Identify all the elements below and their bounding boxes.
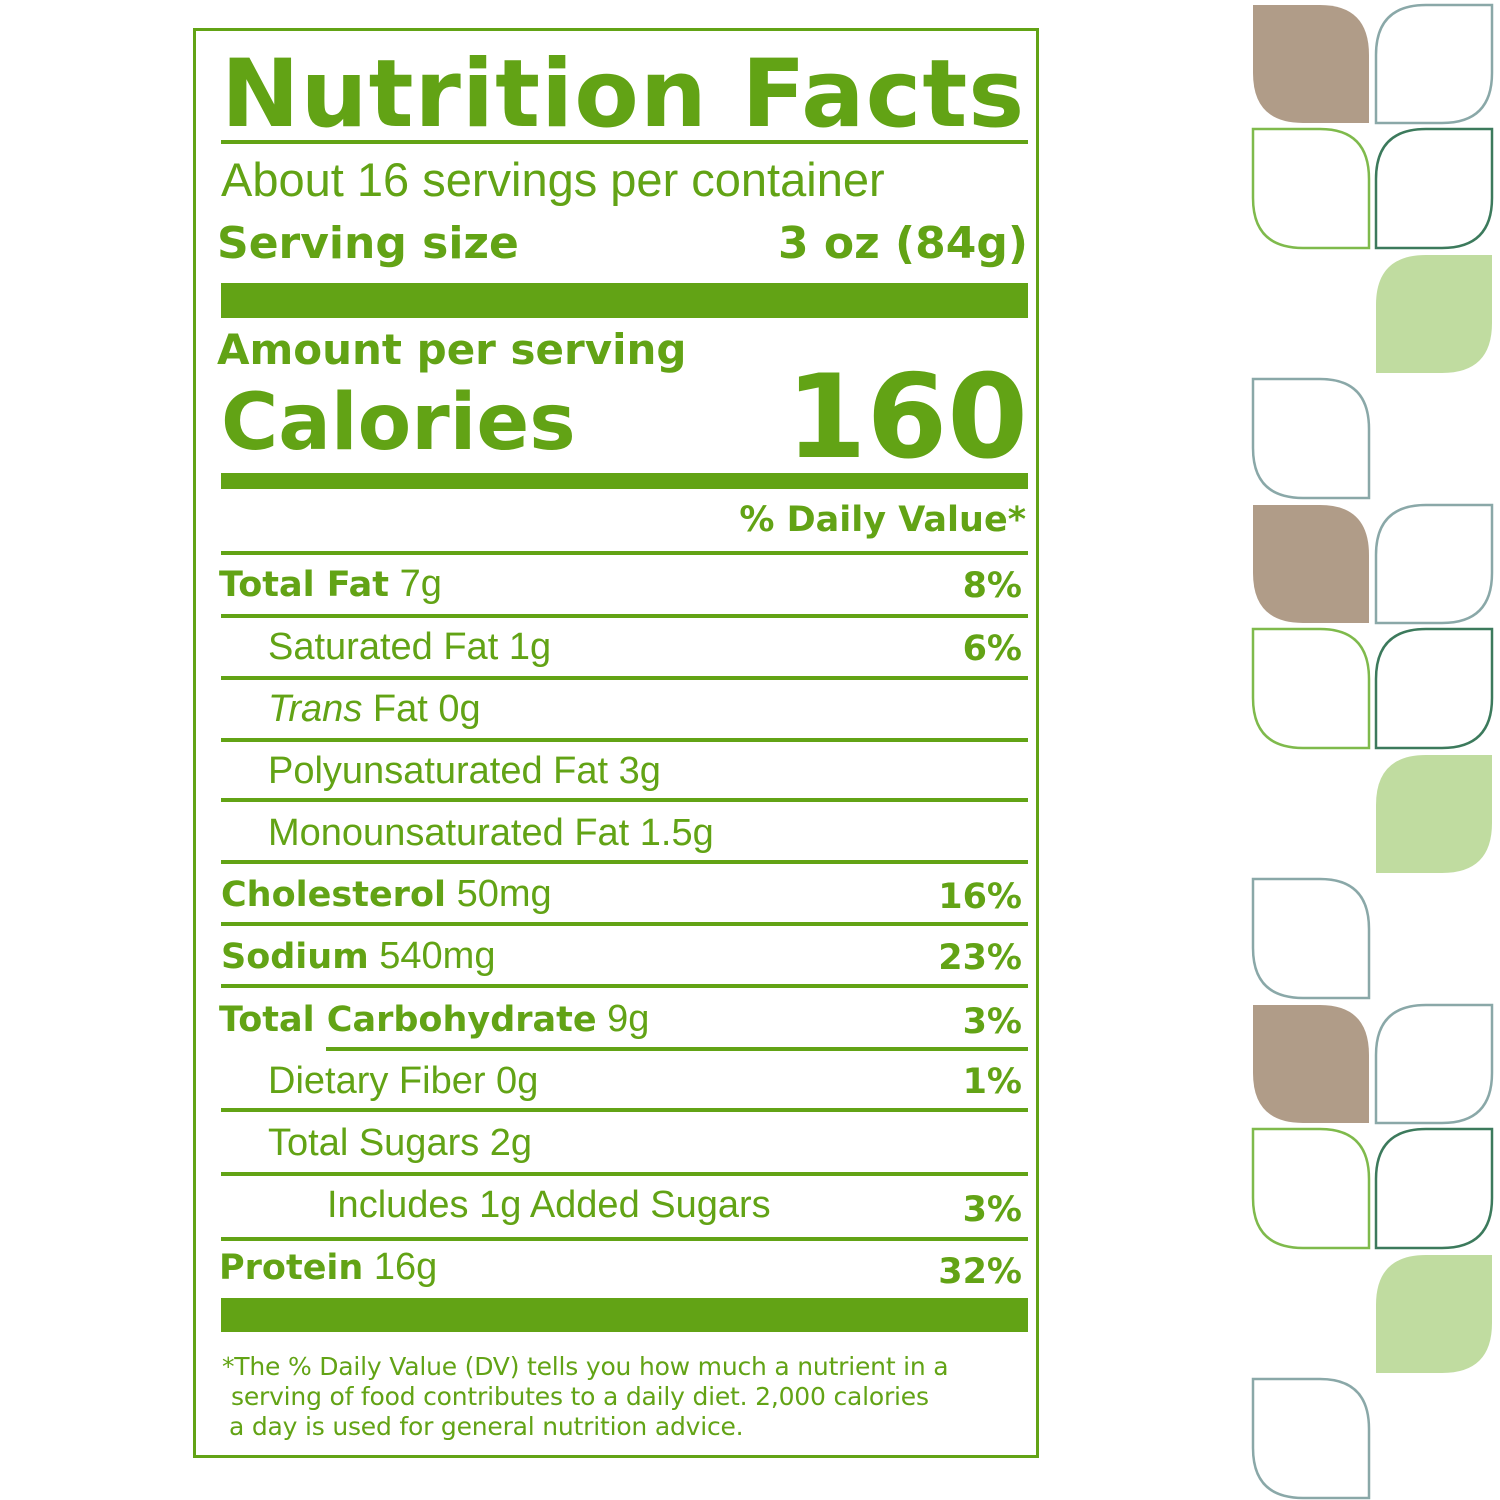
nutrient-row-total-sugars: Total Sugars 2g xyxy=(268,1122,533,1164)
leaf-outline-icon xyxy=(1374,503,1494,625)
daily-value-header: % Daily Value* xyxy=(739,500,1026,540)
label-title: Nutrition Facts xyxy=(221,40,1026,149)
leaf-brown-icon xyxy=(1253,1005,1369,1123)
nutrient-dv: 1% xyxy=(962,1062,1022,1102)
nutrient-row-added-sugars: Includes 1g Added Sugars xyxy=(327,1184,771,1226)
thick-divider xyxy=(221,283,1028,318)
leaf-outline-icon xyxy=(1374,127,1494,250)
nutrient-dv: 23% xyxy=(938,938,1022,978)
calories-label: Calories xyxy=(221,378,576,468)
servings-per-container: About 16 servings per container xyxy=(221,153,885,206)
divider xyxy=(221,1237,1028,1241)
leaf-brown-icon xyxy=(1253,505,1369,623)
divider xyxy=(221,922,1028,926)
footnote-line-2: serving of food contributes to a daily d… xyxy=(231,1382,929,1411)
nutrient-row-protein: Protein 16g xyxy=(219,1246,437,1289)
leaf-outline-icon xyxy=(1374,3,1494,125)
nutrient-row-dietary-fiber: Dietary Fiber 0g xyxy=(268,1060,539,1102)
nutrient-row-saturated-fat: Saturated Fat 1g xyxy=(268,626,551,669)
nutrient-name: Saturated Fat xyxy=(268,626,499,668)
nutrient-name: Total Fat xyxy=(219,565,390,605)
nutrient-amount: 540mg xyxy=(379,935,496,977)
nutrient-row-cholesterol: Cholesterol 50mg xyxy=(221,873,552,916)
leaf-outline-icon xyxy=(1374,1003,1494,1125)
divider xyxy=(221,860,1028,864)
leaf-cluster xyxy=(1251,503,1494,1000)
nutrient-dv: 8% xyxy=(962,566,1022,606)
divider xyxy=(221,614,1028,618)
divider xyxy=(221,140,1028,144)
nutrient-amount: 7g xyxy=(399,563,442,605)
amount-per-serving: Amount per serving xyxy=(217,325,687,374)
nutrient-row-monounsaturated-fat: Monounsaturated Fat 1.5g xyxy=(268,812,714,854)
nutrient-row-polyunsaturated-fat: Polyunsaturated Fat 3g xyxy=(268,750,661,792)
nutrient-name: Protein xyxy=(219,1248,364,1288)
leaf-brown-icon xyxy=(1253,5,1369,123)
nutrient-name: Cholesterol xyxy=(221,875,446,915)
leaf-light-green-icon xyxy=(1376,1255,1492,1373)
nutrient-amount: 16g xyxy=(373,1246,438,1288)
nutrient-dv: 16% xyxy=(938,877,1022,917)
leaf-light-green-icon xyxy=(1376,755,1492,873)
leaf-outline-icon xyxy=(1374,1127,1494,1250)
leaf-outline-icon xyxy=(1251,377,1371,500)
nutrient-amount: 1g xyxy=(508,626,552,668)
nutrient-dv: 3% xyxy=(962,1002,1022,1042)
nutrition-label xyxy=(193,28,1039,1458)
serving-size-value: 3 oz (84g) xyxy=(777,218,1028,269)
footnote-line-1: *The % Daily Value (DV) tells you how mu… xyxy=(222,1352,949,1381)
nutrient-row-total-carbohydrate: Total Carbohydrate 9g xyxy=(219,998,649,1041)
divider xyxy=(221,676,1028,680)
nutrient-row-total-fat: Total Fat 7g xyxy=(219,563,442,606)
footnote-line-3: a day is used for general nutrition advi… xyxy=(229,1412,744,1441)
nutrient-amount: Fat 0g xyxy=(372,688,481,730)
serving-size-label: Serving size xyxy=(217,218,519,269)
medium-divider xyxy=(221,473,1028,489)
nutrient-dv: 6% xyxy=(962,629,1022,669)
nutrient-name: Sodium xyxy=(221,937,369,977)
divider xyxy=(221,798,1028,802)
leaf-cluster xyxy=(1251,1003,1494,1500)
calories-value: 160 xyxy=(785,350,1028,485)
nutrient-dv: 3% xyxy=(962,1190,1022,1230)
thick-divider xyxy=(221,1298,1028,1332)
divider xyxy=(221,984,1028,988)
leaf-outline-icon xyxy=(1251,877,1371,1000)
divider xyxy=(221,551,1028,555)
leaf-pattern-decoration xyxy=(1251,3,1494,1500)
leaf-outline-icon xyxy=(1251,127,1371,250)
nutrient-row-trans-fat: Trans Fat 0g xyxy=(268,688,481,731)
nutrient-row-sodium: Sodium 540mg xyxy=(221,935,495,978)
nutrient-name: Trans xyxy=(268,688,363,730)
divider xyxy=(221,738,1028,742)
leaf-cluster xyxy=(1251,3,1494,500)
leaf-outline-icon xyxy=(1374,627,1494,750)
divider xyxy=(221,1172,1028,1176)
leaf-outline-icon xyxy=(1251,1377,1371,1500)
leaf-light-green-icon xyxy=(1376,255,1492,373)
nutrient-amount: 50mg xyxy=(456,873,552,915)
nutrient-name: Total Carbohydrate xyxy=(219,1000,597,1040)
leaf-outline-icon xyxy=(1251,1127,1371,1250)
nutrient-amount: 9g xyxy=(607,998,650,1040)
leaf-outline-icon xyxy=(1251,627,1371,750)
nutrient-dv: 32% xyxy=(938,1252,1022,1292)
divider xyxy=(221,1108,1028,1112)
divider xyxy=(326,1047,1028,1051)
